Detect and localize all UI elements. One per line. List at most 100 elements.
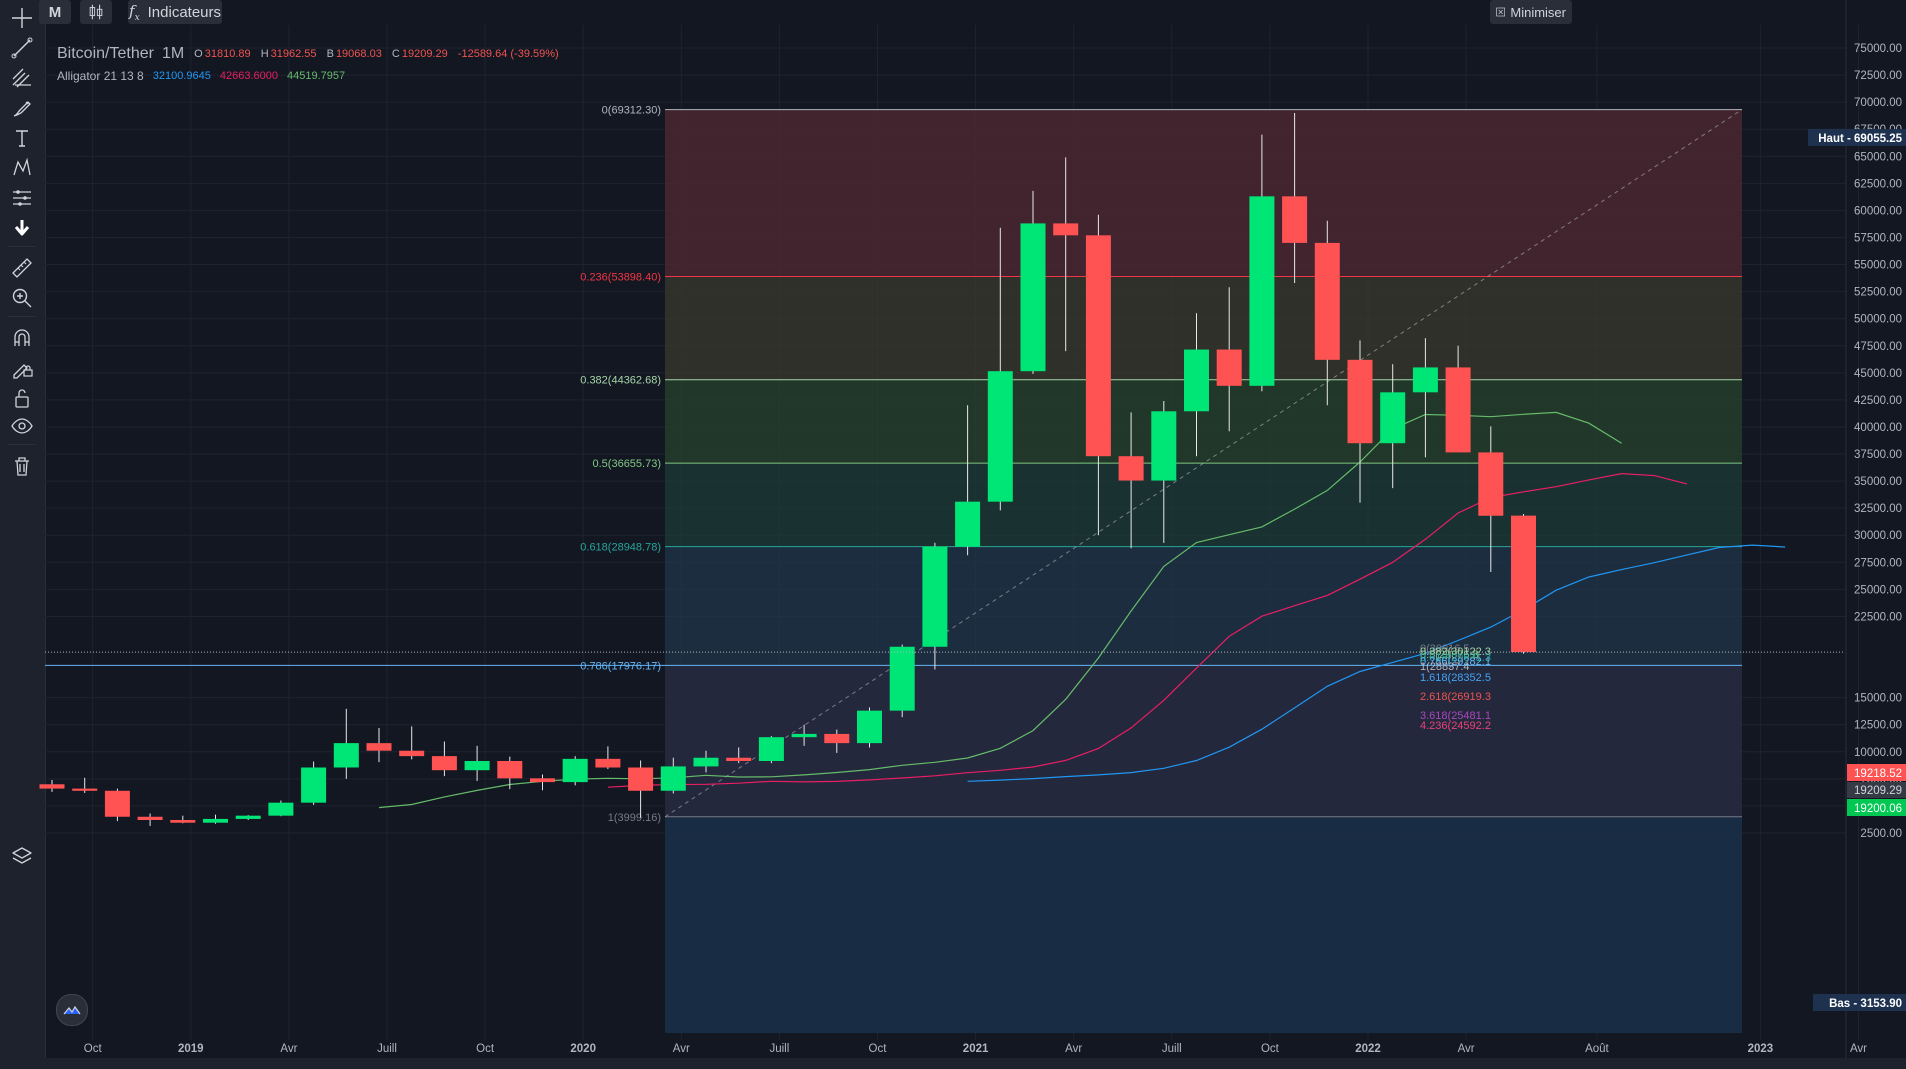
price-axis-label: 70000.00: [1854, 97, 1902, 109]
price-axis-label: 32500.00: [1854, 503, 1902, 515]
symbol-name[interactable]: Bitcoin/Tether: [57, 45, 154, 62]
tradingview-logo[interactable]: [56, 994, 88, 1026]
candle-body: [889, 646, 915, 711]
layers-icon[interactable]: [6, 840, 38, 872]
price-axis-label: 35000.00: [1854, 476, 1902, 488]
candle-body: [922, 546, 948, 647]
time-axis-label: Juill: [769, 1043, 789, 1055]
time-axis-label: 2019: [178, 1043, 204, 1055]
candle-body: [628, 767, 654, 791]
unlock-icon[interactable]: [6, 382, 38, 414]
lock-drawing-icon[interactable]: [6, 352, 38, 384]
fib-extension-label: 0.5(29876.8: [1420, 649, 1479, 661]
indicator-name[interactable]: Alligator 21 13 8: [57, 69, 144, 83]
time-axis: Oct 2019 Avr Juill Oct 2020 Avr Juill Oct 2021 Avr…: [84, 1043, 1867, 1055]
ruler-icon[interactable]: [6, 252, 38, 284]
lips-value: 44519.7957: [286, 70, 346, 82]
price-badge-current: 19209.29: [1847, 782, 1906, 798]
pitchfork-icon[interactable]: [6, 62, 38, 94]
price-axis: 75000.0072500.0070000.0067500.0065000.00…: [1854, 43, 1902, 840]
time-axis-label: 2021: [963, 1043, 989, 1055]
candle: [1445, 345, 1471, 453]
candle-body: [203, 818, 228, 823]
bottom-range-bar: [45, 1058, 1906, 1069]
jaw-value: 32100.9645: [152, 70, 211, 82]
brush-icon[interactable]: [6, 92, 38, 124]
candle: [366, 727, 392, 763]
drawing-toolbar: [0, 0, 46, 1069]
timeframe-button[interactable]: M: [39, 0, 71, 24]
time-axis-label: Avr: [1065, 1043, 1082, 1055]
alligator-teeth-line: [607, 472, 1688, 788]
indicators-button[interactable]: fx Indicateurs: [128, 0, 222, 24]
time-axis-label: Avr: [280, 1043, 297, 1055]
candle-body: [72, 788, 98, 791]
time-axis-label: 2020: [570, 1043, 596, 1055]
magnet-icon[interactable]: [6, 322, 38, 354]
price-axis-label: 2500.00: [1860, 828, 1902, 840]
candle: [203, 814, 228, 824]
fib-retracement-zones: [665, 109, 1742, 1033]
candle-style-button[interactable]: [80, 0, 112, 24]
candle: [1053, 157, 1079, 352]
pattern-icon[interactable]: [6, 152, 38, 184]
high-price-badge: Haut - 69055.25: [1808, 129, 1906, 146]
time-axis-label: Juill: [377, 1043, 397, 1055]
candle: [235, 815, 261, 821]
candle: [1282, 112, 1308, 283]
candle: [137, 813, 163, 826]
price-axis-label: 65000.00: [1854, 151, 1902, 163]
fib-level-label: 0.382(44362.68): [580, 375, 661, 387]
candle-body: [464, 760, 490, 771]
candle: [562, 756, 588, 786]
minimize-button[interactable]: Minimiser: [1490, 0, 1572, 24]
candle-body: [660, 766, 686, 791]
candle-body: [39, 784, 65, 789]
candle-body: [104, 790, 130, 817]
price-axis-label: 55000.00: [1854, 260, 1902, 272]
prediction-icon[interactable]: [6, 182, 38, 214]
fib-retracement-lines: 0(69312.30) 0.236(53898.40) 0.382(44362.68…: [45, 105, 1742, 824]
candle: [1020, 190, 1046, 374]
trash-icon[interactable]: [6, 450, 38, 482]
candle: [1118, 412, 1144, 549]
candle: [1216, 287, 1242, 432]
candle: [39, 779, 65, 792]
low-value: 19068.03: [335, 48, 382, 60]
fib-trend-line: [664, 109, 1743, 818]
price-axis-label: 60000.00: [1854, 205, 1902, 217]
fib-zone: [665, 109, 1742, 277]
alligator-jaw-line: [967, 544, 1786, 782]
crosshair-icon[interactable]: [6, 2, 38, 34]
price-axis-label: 15000.00: [1854, 693, 1902, 705]
fib-extension-label: 0.382(30122.3: [1420, 646, 1491, 658]
fib-zone: [665, 546, 1742, 666]
candles: [39, 112, 1536, 826]
timeframe-button-label: M: [48, 3, 62, 21]
candle-body: [1118, 456, 1144, 481]
text-icon[interactable]: [6, 122, 38, 154]
candle: [530, 774, 555, 791]
candle-body: [758, 737, 784, 761]
candle: [922, 542, 948, 670]
indicator-legend-row: Alligator 21 13 8 32100.9645 42663.6000 …: [57, 65, 566, 87]
arrow-down-icon[interactable]: [6, 212, 38, 244]
zoom-in-icon[interactable]: [6, 282, 38, 314]
time-axis-label: 2023: [1748, 1043, 1774, 1055]
fib-extension-label: 3.618(25481.1: [1420, 710, 1491, 722]
price-axis-label: 27500.00: [1854, 557, 1902, 569]
candle: [170, 815, 196, 824]
price-axis-label: 10000.00: [1854, 747, 1902, 759]
candle: [824, 729, 850, 753]
fib-extension-label: 0(30916.5: [1420, 643, 1470, 655]
trend-line-icon[interactable]: [6, 32, 38, 64]
price-badge-green: 19200.06: [1847, 799, 1906, 816]
candle-body: [1282, 196, 1308, 243]
price-axis-label: 47500.00: [1854, 341, 1902, 353]
price-axis-label: 30000.00: [1854, 530, 1902, 542]
eye-icon[interactable]: [6, 410, 38, 442]
candle-body: [530, 778, 555, 783]
